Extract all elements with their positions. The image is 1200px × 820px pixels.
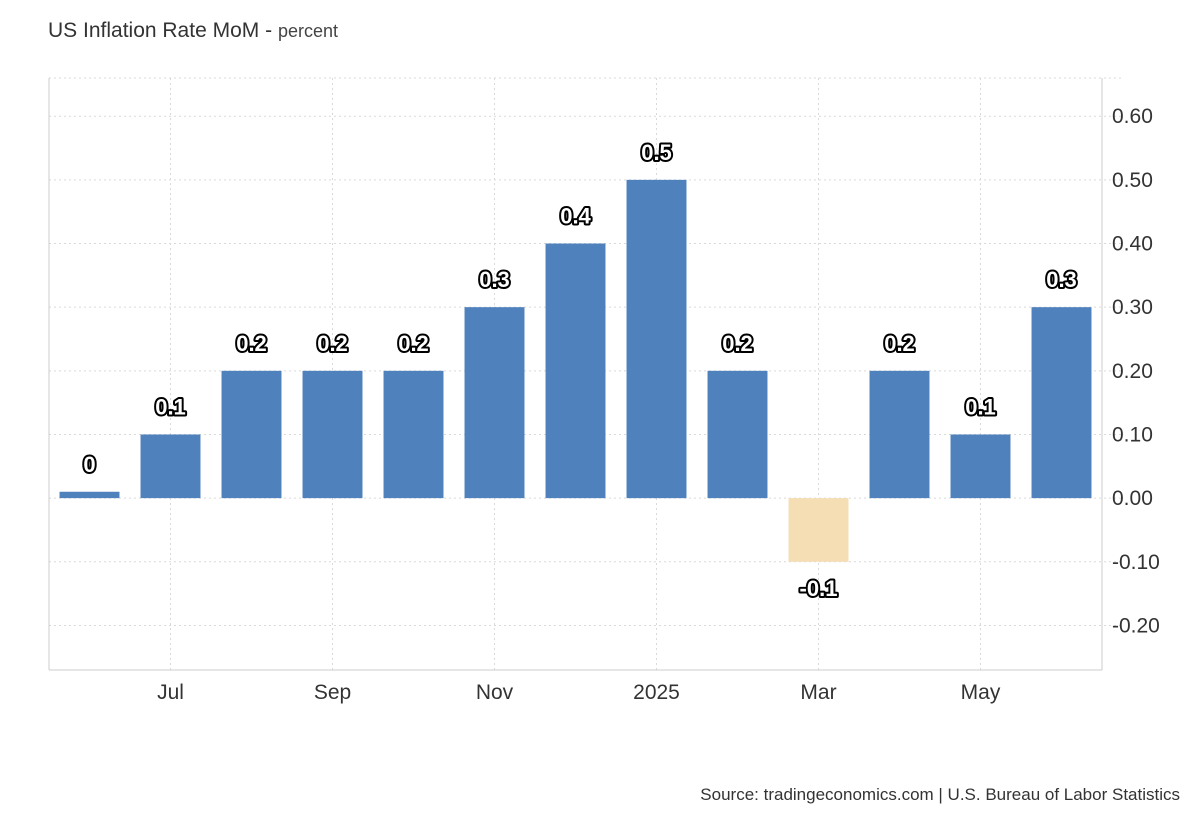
data-label-2025-01: 0.5 — [641, 140, 672, 165]
y-tick-label: 0.50 — [1112, 169, 1153, 192]
bars — [59, 179, 1092, 562]
bar-2024-06 — [59, 491, 120, 499]
chart-subtitle: percent — [277, 21, 338, 41]
x-tick-label: Nov — [476, 681, 514, 704]
bar-2025-06 — [1031, 307, 1092, 499]
axes — [48, 78, 1103, 671]
bar-2024-11 — [464, 307, 525, 499]
data-labels: 0 0.1 0.2 0.2 0.2 0.3 0.4 0.5 0.2 -0.1 0.2 0.1 0.3 — [81, 138, 1078, 603]
data-label-2024-10: 0.2 — [398, 331, 429, 356]
bar-2024-10 — [383, 370, 444, 499]
bar-2025-03 — [788, 498, 849, 562]
bar-2025-01 — [626, 179, 687, 499]
y-tick-label: -0.20 — [1112, 614, 1160, 637]
x-tick-label: May — [961, 681, 1001, 704]
y-tick-label: -0.10 — [1112, 551, 1160, 574]
data-label-2024-07: 0.1 — [155, 394, 186, 419]
x-tick-label: 2025 — [633, 681, 680, 704]
y-tick-label: 0.30 — [1112, 296, 1153, 319]
data-label-2025-05: 0.1 — [965, 394, 996, 419]
y-axis-ticks: 0.60 0.50 0.40 0.30 0.20 0.10 0.00 -0.10 -0.20 — [1112, 105, 1160, 637]
data-label-2025-02: 0.2 — [722, 331, 753, 356]
y-tick-label: 0.00 — [1112, 487, 1153, 510]
bar-2024-08 — [221, 370, 282, 499]
bar-2024-09 — [302, 370, 363, 499]
data-label-2024-08: 0.2 — [236, 331, 267, 356]
data-label-2025-06: 0.3 — [1046, 267, 1077, 292]
bar-2025-04 — [869, 370, 930, 499]
bar-2024-07 — [140, 434, 201, 499]
bar-2025-05 — [950, 434, 1011, 499]
y-tick-label: 0.60 — [1112, 105, 1153, 128]
data-label-2024-11: 0.3 — [479, 267, 510, 292]
x-tick-label: Sep — [314, 681, 351, 704]
x-axis-ticks: Jul Sep Nov 2025 Mar May — [157, 681, 1001, 704]
chart-title-text: US Inflation Rate MoM — [48, 19, 260, 42]
data-label-2024-09: 0.2 — [317, 331, 348, 356]
x-tick-label: Mar — [800, 681, 836, 704]
data-label-2024-12: 0.4 — [560, 204, 591, 229]
bar-2025-02 — [707, 370, 768, 499]
data-label-2024-06: 0 — [83, 452, 95, 477]
data-label-2025-04: 0.2 — [884, 331, 915, 356]
x-tick-label: Jul — [157, 681, 184, 704]
bar-2024-12 — [545, 243, 606, 499]
chart-title: US Inflation Rate MoM - percent — [48, 19, 338, 42]
y-tick-label: 0.10 — [1112, 423, 1153, 446]
data-label-2025-03: -0.1 — [800, 576, 838, 601]
source-note: Source: tradingeconomics.com | U.S. Bure… — [700, 785, 1180, 804]
y-tick-label: 0.20 — [1112, 360, 1153, 383]
y-tick-label: 0.40 — [1112, 233, 1153, 256]
